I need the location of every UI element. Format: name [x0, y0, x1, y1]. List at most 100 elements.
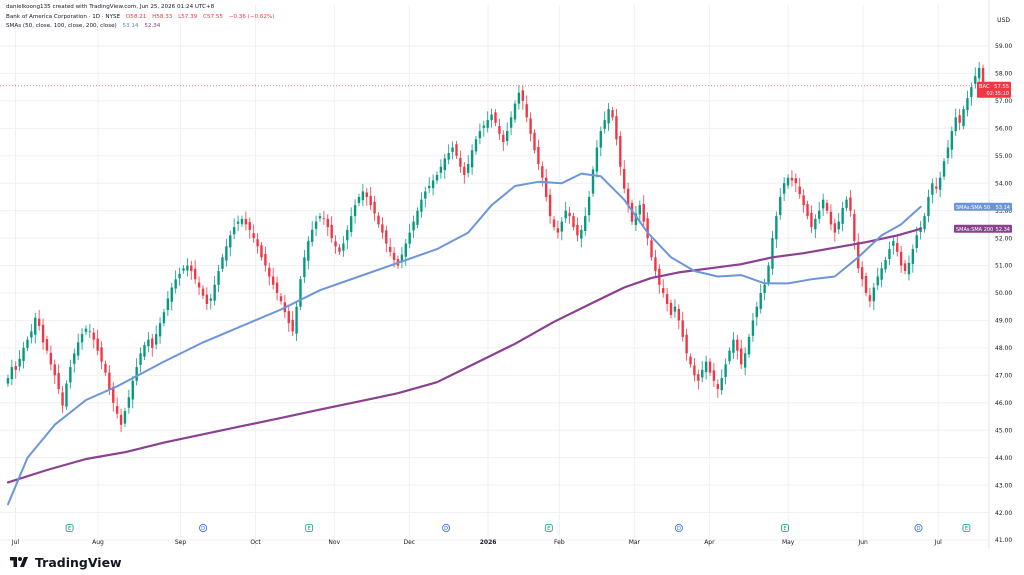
candle-body[interactable] [174, 279, 177, 289]
candle-body[interactable] [646, 218, 649, 239]
candle-body[interactable] [271, 276, 275, 285]
candle-body[interactable] [923, 216, 926, 230]
candle-body[interactable] [108, 372, 111, 390]
candle-body[interactable] [767, 265, 770, 283]
candle-body[interactable] [459, 157, 462, 167]
candle-body[interactable] [314, 221, 318, 229]
candle-body[interactable] [506, 131, 509, 141]
sma50-badge[interactable] [954, 202, 1012, 211]
candle-body[interactable] [892, 240, 895, 246]
candle-body[interactable] [57, 373, 60, 390]
candle-body[interactable] [935, 186, 938, 189]
candle-body[interactable] [135, 367, 138, 381]
candle-body[interactable] [689, 356, 692, 365]
candle-body[interactable] [205, 294, 209, 304]
candle-body[interactable] [303, 257, 306, 278]
candle-body[interactable] [197, 282, 201, 288]
candle-body[interactable] [662, 288, 665, 293]
candle-body[interactable] [747, 336, 751, 355]
candle-body[interactable] [96, 338, 99, 351]
candle-body[interactable] [677, 308, 681, 321]
candle-body[interactable] [642, 204, 645, 222]
candle-body[interactable] [665, 294, 669, 304]
candle-body[interactable] [673, 306, 677, 312]
candle-body[interactable] [782, 183, 786, 194]
candle-body[interactable] [806, 204, 809, 217]
candle-body[interactable] [275, 282, 279, 293]
candle-body[interactable] [981, 67, 985, 86]
candle-body[interactable] [701, 369, 704, 378]
candle-body[interactable] [326, 218, 329, 228]
candle-body[interactable] [295, 306, 298, 334]
candle-body[interactable] [732, 339, 735, 353]
candle-body[interactable] [587, 196, 591, 216]
candle-body[interactable] [264, 254, 267, 266]
candle-body[interactable] [603, 120, 606, 129]
candle-body[interactable] [868, 295, 872, 302]
candle-body[interactable] [322, 218, 326, 220]
candle-body[interactable] [388, 246, 392, 252]
candle-body[interactable] [463, 166, 466, 175]
last-price-badge[interactable] [977, 81, 1011, 98]
candle-body[interactable] [751, 320, 755, 336]
candle-body[interactable] [334, 241, 337, 247]
candle-body[interactable] [942, 161, 946, 177]
candle-body[interactable] [580, 229, 583, 239]
candle-body[interactable] [634, 213, 638, 225]
candle-body[interactable] [287, 311, 290, 324]
candle-body[interactable] [10, 367, 14, 380]
candle-body[interactable] [365, 192, 368, 197]
candle-body[interactable] [654, 257, 657, 272]
candle-body[interactable] [595, 147, 599, 172]
candle-body[interactable] [775, 216, 778, 240]
candle-body[interactable] [853, 213, 856, 241]
candle-body[interactable] [229, 235, 232, 248]
earnings-marker-icon[interactable] [305, 524, 314, 532]
dividend-marker-icon[interactable] [914, 524, 923, 533]
candle-body[interactable] [88, 331, 92, 333]
candle-body[interactable] [420, 199, 423, 212]
earnings-marker-icon[interactable] [544, 524, 553, 532]
candle-body[interactable] [76, 342, 80, 356]
candle-body[interactable] [478, 131, 482, 139]
candle-body[interactable] [470, 150, 474, 168]
candle-body[interactable] [151, 338, 154, 348]
candle-body[interactable] [771, 238, 774, 269]
candle-body[interactable] [552, 219, 556, 228]
candle-body[interactable] [896, 243, 899, 252]
candle-body[interactable] [26, 339, 29, 348]
candle-body[interactable] [626, 188, 630, 206]
candle-body[interactable] [704, 361, 708, 373]
candle-body[interactable] [833, 223, 837, 233]
tradingview-logo[interactable]: TradingView [7, 553, 122, 571]
candle-body[interactable] [162, 312, 166, 324]
candle-body[interactable] [907, 262, 911, 275]
candle-body[interactable] [232, 227, 236, 235]
candle-body[interactable] [127, 397, 131, 408]
candle-body[interactable] [377, 215, 380, 225]
candle-body[interactable] [708, 361, 712, 373]
candle-body[interactable] [412, 221, 415, 231]
candle-body[interactable] [845, 199, 848, 208]
candle-body[interactable] [490, 114, 493, 121]
candle-body[interactable] [880, 268, 883, 280]
candle-body[interactable] [342, 243, 345, 251]
candle-body[interactable] [638, 205, 642, 215]
candle-body[interactable] [537, 146, 540, 164]
candle-body[interactable] [34, 317, 37, 335]
candle-body[interactable] [369, 195, 372, 206]
candle-body[interactable] [533, 132, 536, 151]
candle-body[interactable] [548, 194, 552, 217]
candle-body[interactable] [217, 271, 220, 285]
candle-body[interactable] [73, 353, 76, 364]
candle-body[interactable] [80, 334, 84, 343]
candle-body[interactable] [373, 201, 376, 214]
candle-body[interactable] [779, 196, 782, 216]
candle-body[interactable] [755, 306, 759, 318]
candle-body[interactable] [903, 263, 907, 272]
candle-body[interactable] [201, 288, 205, 296]
dividend-marker-icon[interactable] [199, 524, 208, 533]
candle-body[interactable] [349, 216, 353, 233]
earnings-marker-icon[interactable] [962, 524, 971, 532]
candle-body[interactable] [53, 364, 56, 376]
